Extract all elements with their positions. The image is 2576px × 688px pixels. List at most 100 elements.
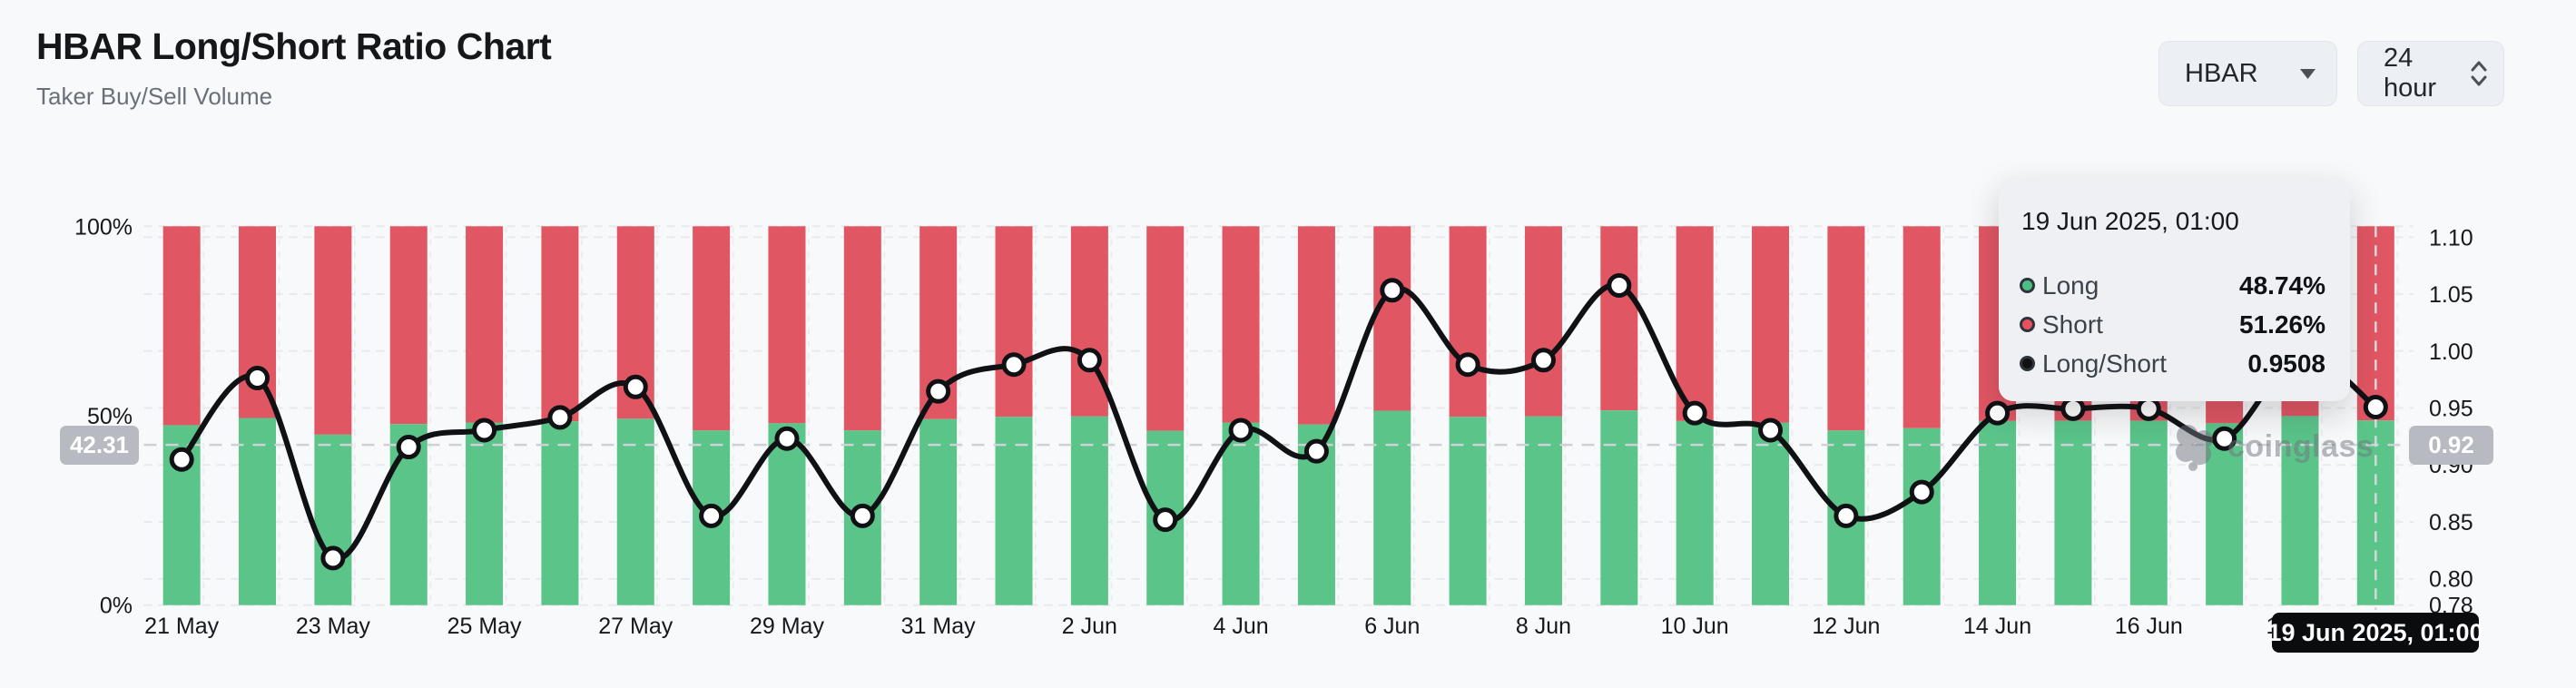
ratio-point[interactable]	[2363, 395, 2388, 420]
ratio-point[interactable]	[2060, 396, 2086, 421]
ratio-point[interactable]	[320, 545, 346, 571]
long-bar-segment[interactable]	[768, 423, 806, 605]
short-bar-segment[interactable]	[1676, 226, 1714, 421]
short-bar-segment[interactable]	[1752, 226, 1790, 423]
long-bar-segment[interactable]	[466, 422, 504, 605]
short-bar-segment[interactable]	[466, 226, 504, 423]
short-bar-segment[interactable]	[389, 226, 428, 425]
short-bar-segment[interactable]	[1297, 226, 1335, 425]
ratio-point[interactable]	[1530, 348, 1556, 373]
ratio-point[interactable]	[547, 405, 573, 430]
ratio-point[interactable]	[926, 378, 951, 404]
series-dot-icon	[2020, 356, 2035, 371]
x-axis-tick: 12 Jun	[1812, 614, 1880, 639]
spinner-chevrons-icon	[2471, 61, 2487, 86]
interval-select[interactable]: 24 hour	[2357, 41, 2504, 106]
ratio-point[interactable]	[1153, 507, 1178, 533]
x-axis-tick: 4 Jun	[1213, 614, 1268, 639]
long-bar-segment[interactable]	[616, 418, 654, 605]
short-bar-segment[interactable]	[1146, 226, 1185, 431]
ratio-point[interactable]	[1758, 418, 1784, 443]
short-bar-segment[interactable]	[693, 226, 731, 431]
x-axis-tick: 23 May	[296, 614, 370, 639]
ratio-point[interactable]	[1985, 400, 2011, 426]
long-bar-segment[interactable]	[1600, 410, 1638, 605]
ratio-point[interactable]	[774, 426, 800, 451]
symbol-select[interactable]: HBAR	[2158, 41, 2337, 106]
right-axis-tick: 1.05	[2429, 282, 2473, 308]
short-bar-segment[interactable]	[995, 226, 1033, 418]
long-bar-segment[interactable]	[239, 418, 277, 605]
right-axis-tick: 0.80	[2429, 567, 2473, 593]
ratio-point[interactable]	[850, 503, 875, 528]
short-bar-segment[interactable]	[768, 226, 806, 424]
x-axis-tick: 14 Jun	[1963, 614, 2031, 639]
ratio-point[interactable]	[1682, 400, 1707, 426]
short-bar-segment[interactable]	[1449, 226, 1487, 418]
ratio-point[interactable]	[1909, 479, 1934, 505]
long-bar-segment[interactable]	[2281, 416, 2319, 605]
tooltip-series-label: Long/Short	[2042, 349, 2167, 378]
tooltip-row: Long/Short 0.9508	[2020, 344, 2325, 383]
ratio-point[interactable]	[1077, 348, 1102, 373]
long-bar-segment[interactable]	[1979, 420, 2017, 605]
ratio-point[interactable]	[699, 503, 724, 528]
long-bar-segment[interactable]	[1752, 422, 1790, 605]
ratio-point[interactable]	[2136, 396, 2161, 421]
x-axis-tick: 8 Jun	[1516, 614, 1571, 639]
crosshair-right-badge: 0.92	[2409, 426, 2493, 465]
short-bar-segment[interactable]	[1222, 226, 1260, 423]
long-bar-segment[interactable]	[2054, 420, 2092, 605]
long-bar-segment[interactable]	[995, 417, 1033, 605]
long-bar-segment[interactable]	[1222, 422, 1260, 605]
long-bar-segment[interactable]	[314, 434, 352, 605]
long-bar-segment[interactable]	[2129, 420, 2168, 605]
ratio-point[interactable]	[1228, 418, 1254, 443]
short-bar-segment[interactable]	[843, 226, 881, 431]
ratio-point[interactable]	[472, 418, 497, 443]
page-subtitle: Taker Buy/Sell Volume	[36, 83, 273, 110]
long-bar-segment[interactable]	[1070, 416, 1108, 605]
ratio-line-points[interactable]	[169, 272, 2388, 571]
crosshair-date-badge: 19 Jun 2025, 01:00	[2267, 613, 2483, 653]
long-bar-segment[interactable]	[1449, 417, 1487, 605]
short-bar-segment[interactable]	[1524, 226, 1562, 417]
long-bar-segment[interactable]	[1524, 416, 1562, 605]
short-bar-segment[interactable]	[541, 226, 579, 422]
long-bar-segment[interactable]	[1903, 428, 1941, 605]
ratio-point[interactable]	[1834, 503, 1859, 528]
x-axis-tick: 29 May	[750, 614, 824, 639]
short-bar-segment[interactable]	[162, 226, 201, 426]
short-bar-segment[interactable]	[1600, 226, 1638, 411]
symbol-select-value: HBAR	[2185, 58, 2258, 88]
ratio-point[interactable]	[169, 447, 194, 472]
short-bar-segment[interactable]	[314, 226, 352, 435]
ratio-point[interactable]	[1455, 352, 1480, 378]
ratio-point[interactable]	[245, 366, 270, 391]
ratio-point[interactable]	[1303, 438, 1329, 464]
long-bar-segment[interactable]	[1676, 420, 1714, 605]
right-axis-tick: 0.85	[2429, 510, 2473, 536]
ratio-point[interactable]	[1001, 352, 1027, 378]
x-axis-tick: 25 May	[447, 614, 522, 639]
interval-select-value: 24 hour	[2384, 44, 2437, 103]
short-bar-segment[interactable]	[1070, 226, 1108, 417]
short-bar-segment[interactable]	[1373, 226, 1411, 411]
ratio-point[interactable]	[623, 374, 648, 399]
series-dot-icon	[2020, 317, 2035, 332]
long-bar-segment[interactable]	[919, 418, 958, 605]
ratio-point[interactable]	[1607, 272, 1632, 298]
short-bar-segment[interactable]	[1903, 226, 1941, 428]
ratio-point[interactable]	[2212, 426, 2237, 451]
caret-down-icon	[2300, 68, 2315, 79]
long-bar-segment[interactable]	[1373, 410, 1411, 605]
long-bar-segment[interactable]	[541, 421, 579, 605]
x-axis-tick: 2 Jun	[1062, 614, 1117, 639]
header: HBAR Long/Short Ratio Chart Taker Buy/Se…	[36, 25, 552, 111]
ratio-point[interactable]	[396, 435, 421, 460]
long-bar-segment[interactable]	[2206, 423, 2244, 605]
ratio-point[interactable]	[1380, 278, 1405, 303]
short-bar-segment[interactable]	[1827, 226, 1865, 431]
